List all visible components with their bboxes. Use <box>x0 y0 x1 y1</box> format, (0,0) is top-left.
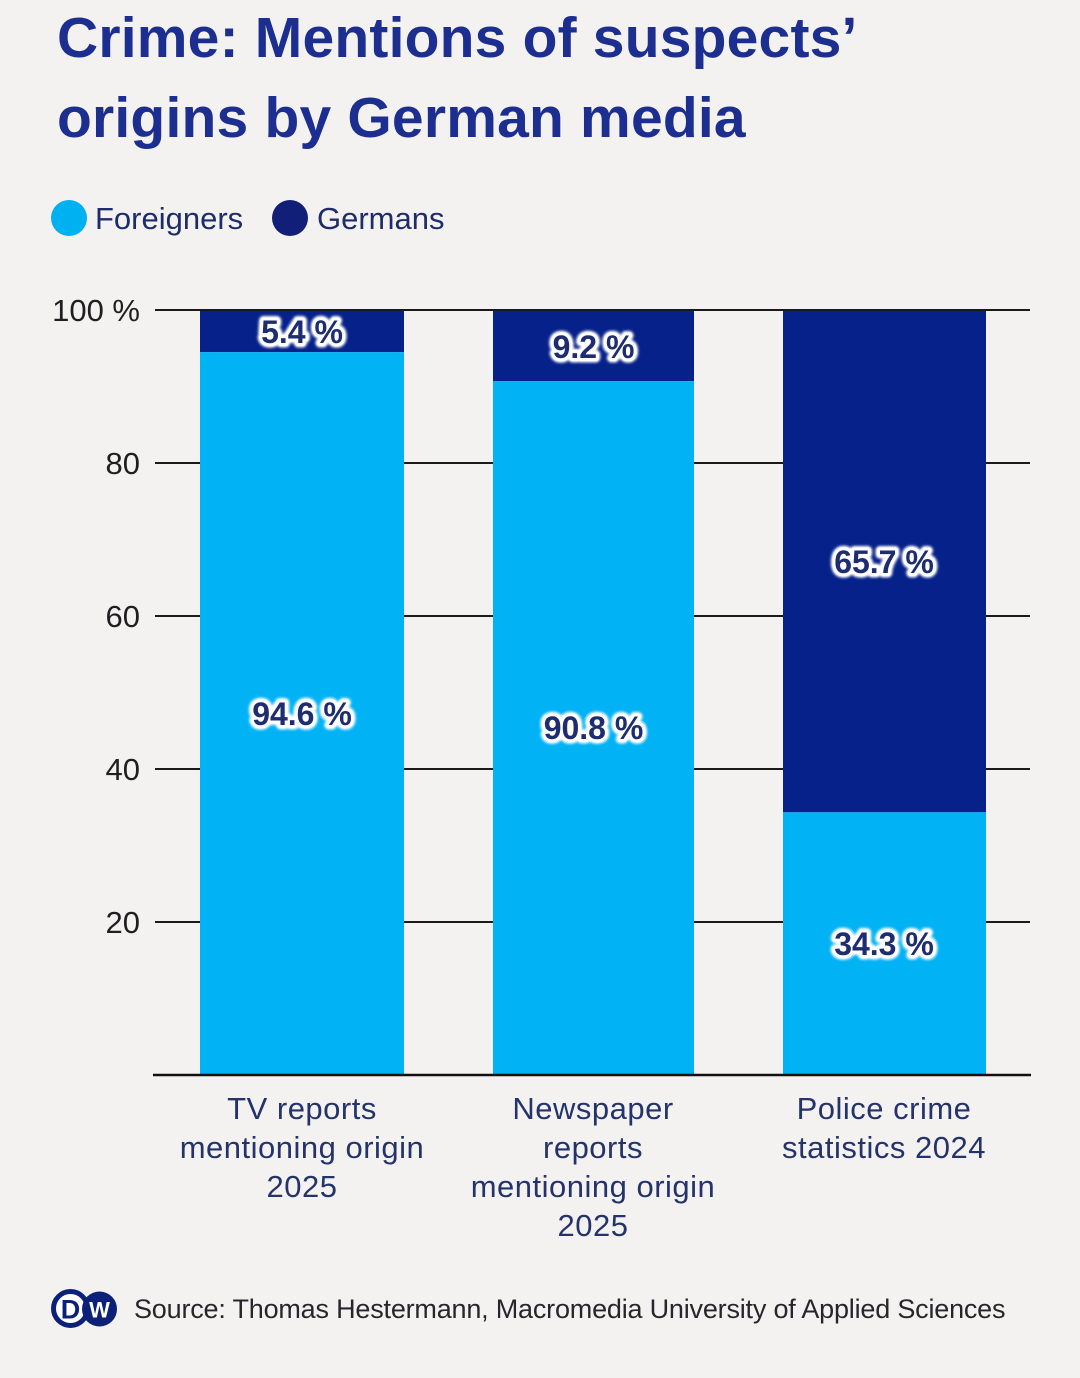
svg-text:9.2 %: 9.2 % <box>553 329 635 365</box>
svg-text:94.6 %: 94.6 % <box>252 696 352 732</box>
svg-text:9.2 %: 9.2 % <box>553 329 635 365</box>
svg-text:W: W <box>89 1298 110 1323</box>
svg-text:65.7 %: 65.7 % <box>834 544 934 580</box>
svg-text:100 %: 100 % <box>52 293 140 328</box>
svg-text:34.3 %: 34.3 % <box>834 926 934 962</box>
svg-text:80: 80 <box>106 446 140 481</box>
svg-text:65.7 %: 65.7 % <box>834 544 934 580</box>
svg-text:D: D <box>61 1295 81 1325</box>
svg-text:5.4 %: 5.4 % <box>261 314 343 350</box>
svg-text:20: 20 <box>106 905 140 940</box>
svg-text:34.3 %: 34.3 % <box>834 926 934 962</box>
svg-text:94.6 %: 94.6 % <box>252 696 352 732</box>
svg-text:40: 40 <box>106 752 140 787</box>
svg-text:90.8 %: 90.8 % <box>544 710 644 746</box>
svg-text:5.4 %: 5.4 % <box>261 314 343 350</box>
svg-text:90.8 %: 90.8 % <box>544 710 644 746</box>
svg-text:60: 60 <box>106 599 140 634</box>
